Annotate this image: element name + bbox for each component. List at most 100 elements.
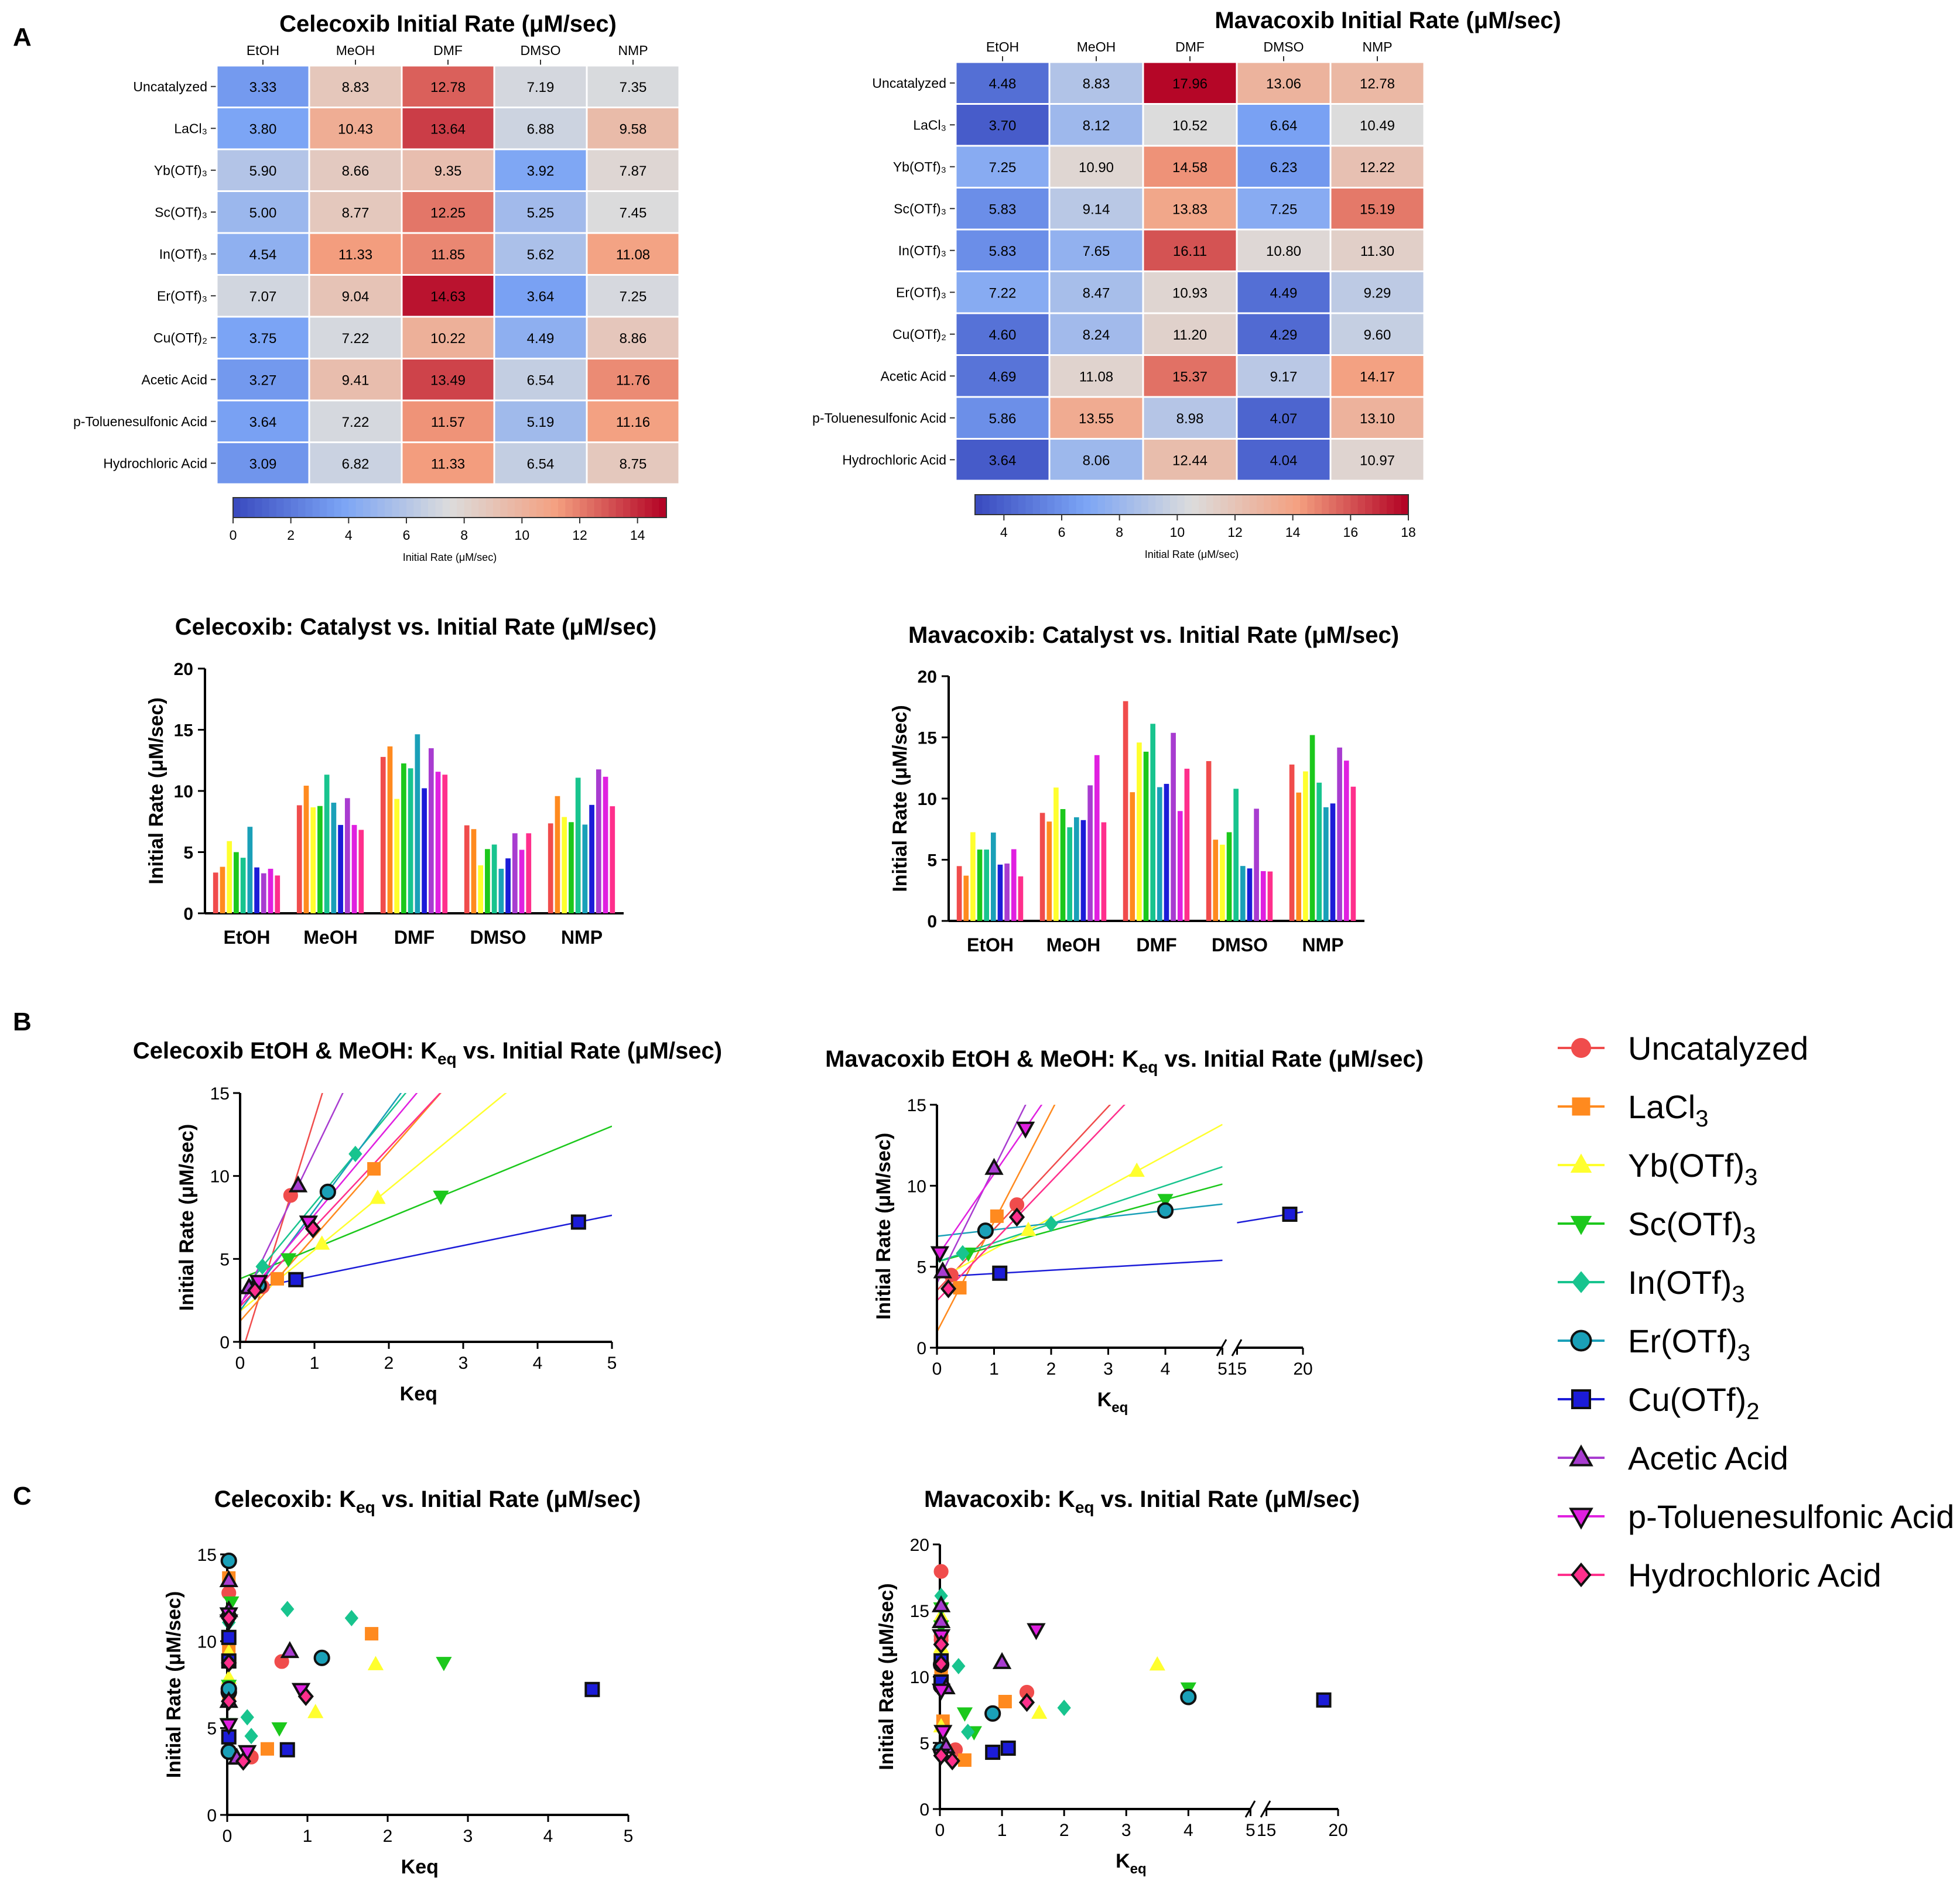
heatmap-cell [586, 441, 680, 485]
bar [1177, 811, 1183, 921]
heatmap-cell [586, 107, 680, 150]
bar [387, 746, 393, 913]
heatmap-cell-value: 12.78 [1360, 76, 1395, 92]
colorbar-segment [1307, 495, 1315, 515]
x-tick-label: 3 [1103, 1359, 1113, 1379]
heatmap-cell-value: 7.07 [249, 289, 277, 304]
heatmap-cell-value: 3.64 [249, 414, 277, 430]
marker [261, 1742, 274, 1756]
colorbar-segment [327, 498, 335, 518]
colorbar-segment [1069, 495, 1077, 515]
heatmap-cell [586, 64, 680, 108]
heatmap-cell-value: 13.06 [1266, 76, 1301, 92]
x-axis-label-main: K [1097, 1389, 1112, 1411]
heatmap-cell [1048, 103, 1144, 147]
marker [271, 1722, 288, 1737]
y-axis-label: Initial Rate (μM/sec) [875, 1583, 898, 1770]
heatmap-cell-value: 13.64 [430, 121, 466, 137]
colorbar-segment [652, 498, 660, 518]
heatmap-cell-value: 3.64 [989, 453, 1017, 468]
x-axis-label: Keq [401, 1856, 439, 1878]
y-tick-label: 20 [910, 1536, 929, 1555]
fit-line [937, 1105, 1056, 1332]
heatmap-cell-value: 9.35 [435, 163, 462, 179]
x-tick-label: 2 [1059, 1821, 1069, 1840]
colorbar-tick-label: 4 [1000, 525, 1008, 540]
bar [582, 824, 588, 913]
legend-label-main: Acetic Acid [1628, 1440, 1788, 1477]
scatter-title-sub: eq [437, 1050, 457, 1068]
y-tick-label: 0 [183, 905, 193, 924]
colorbar-segment [420, 498, 429, 518]
x-axis-label-main: K [1116, 1850, 1130, 1872]
colorbar-segment [1285, 495, 1294, 515]
colorbar-segment [522, 498, 530, 518]
heatmap-cell [308, 316, 403, 359]
heatmap-cell [1329, 270, 1425, 314]
heatmap-column-label: DMSO [1264, 39, 1304, 54]
colorbar-segment [450, 498, 458, 518]
colorbar-segment [1365, 495, 1373, 515]
bar [310, 807, 316, 913]
heatmap-cell-value: 8.75 [620, 456, 647, 472]
heatmap-cell-value: 11.30 [1360, 244, 1394, 259]
bar [394, 799, 400, 913]
y-tick-label: 15 [197, 1546, 217, 1565]
bar [1220, 844, 1225, 921]
celecoxib-keq-fit-chart: Celecoxib EtOH & MeOH: Keq vs. Initial R… [133, 1038, 723, 1405]
colorbar-tick-label: 0 [230, 527, 237, 543]
legend-label-main: LaCl [1628, 1088, 1695, 1125]
marker [219, 1718, 238, 1735]
heatmap-cell-value: 9.04 [342, 289, 370, 304]
marker [221, 1691, 237, 1711]
heatmap-cell-value: 7.35 [620, 80, 647, 95]
heatmap-row-label: Sc(OTf)₃ [894, 201, 946, 216]
colorbar-segment [276, 498, 285, 518]
marker [1031, 1704, 1048, 1719]
colorbar-segment [1011, 495, 1019, 515]
x-tick-label: 4 [533, 1354, 543, 1373]
y-tick-label: 0 [919, 1800, 929, 1820]
colorbar-segment [1292, 495, 1301, 515]
celecoxib-bar-chart: Celecoxib: Catalyst vs. Initial Rate (μM… [145, 614, 656, 948]
bar [1247, 868, 1253, 921]
bar [213, 872, 218, 913]
scatter-title-tail: vs. Initial Rate (μM/sec) [457, 1038, 723, 1064]
bar [603, 776, 608, 913]
x-axis-label: Keq [1116, 1850, 1147, 1877]
colorbar-segment [1329, 495, 1337, 515]
bar [575, 777, 581, 913]
marker [933, 1746, 949, 1766]
bar [1074, 817, 1079, 921]
mavacoxib-keq-fit-chart: Mavacoxib EtOH & MeOH: Keq vs. Initial R… [825, 1046, 1424, 1416]
scatter-title-main: Mavacoxib EtOH & MeOH: K [825, 1046, 1139, 1072]
colorbar-segment [572, 498, 580, 518]
x-axis-label: Keq [1097, 1389, 1128, 1416]
scatter-title-main: Celecoxib EtOH & MeOH: K [133, 1038, 437, 1064]
colorbar-segment [240, 498, 248, 518]
heatmap-cell-value: 5.62 [527, 247, 555, 263]
marker [1128, 1162, 1145, 1177]
bar-chart-title: Mavacoxib: Catalyst vs. Initial Rate (μM… [908, 622, 1399, 648]
bar [1004, 863, 1010, 921]
bar [478, 865, 484, 913]
legend-label: Sc(OTf)3 [1628, 1205, 1756, 1249]
marker [370, 1189, 386, 1204]
heatmap-cell-value: 6.23 [1270, 160, 1298, 176]
heatmap-cell [308, 190, 403, 234]
heatmap-column-label: DMF [433, 43, 463, 58]
heatmap-column-label: NMP [618, 43, 648, 58]
colorbar-segment [1047, 495, 1055, 515]
marker [221, 1653, 237, 1673]
marker [279, 1742, 295, 1758]
bar [344, 798, 350, 913]
y-tick-label: 5 [207, 1719, 217, 1739]
colorbar-tick-label: 4 [345, 527, 353, 543]
mavacoxib-keq-scatter-chart: Mavacoxib: Keq vs. Initial Rate (μM/sec)… [875, 1486, 1360, 1877]
legend-label-main: Sc(OTf) [1628, 1205, 1743, 1242]
marker [933, 1261, 952, 1279]
colorbar-segment [1206, 495, 1214, 515]
x-category-label: DMF [394, 927, 435, 948]
y-tick-label: 0 [207, 1806, 217, 1825]
bar [380, 756, 386, 913]
